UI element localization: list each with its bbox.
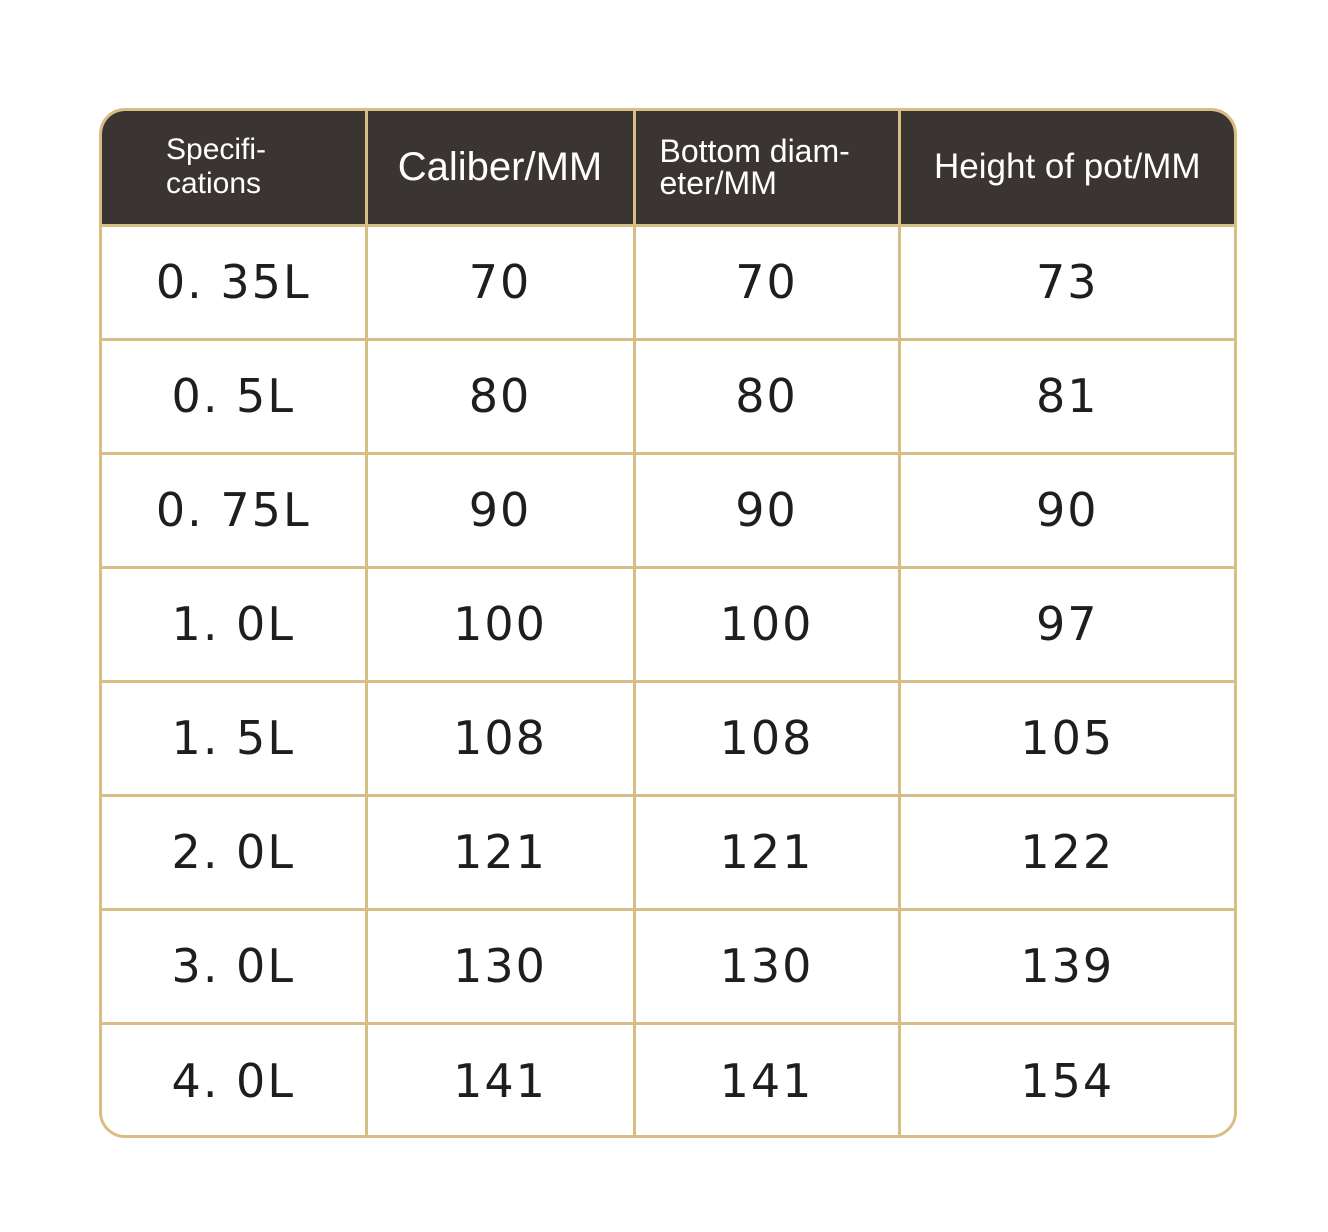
cell-specification: 1. 5L xyxy=(102,679,368,795)
table-row: 0. 35L 70 70 73 xyxy=(102,223,1234,339)
table-row: 2. 0L 121 121 122 xyxy=(102,793,1234,909)
cell-specification: 0. 5L xyxy=(102,337,368,453)
cell-caliber: 80 xyxy=(366,337,636,453)
cell-bottom-diameter: 121 xyxy=(634,793,901,909)
cell-caliber: 90 xyxy=(366,451,636,567)
cell-bottom-diameter: 80 xyxy=(634,337,901,453)
cell-caliber: 121 xyxy=(366,793,636,909)
cell-height: 105 xyxy=(899,679,1234,795)
cell-specification: 0. 35L xyxy=(102,223,368,339)
cell-height: 122 xyxy=(899,793,1234,909)
cell-height: 154 xyxy=(899,1021,1234,1135)
header-bottom-diameter: Bottom diam- eter/MM xyxy=(634,111,901,225)
cell-specification: 3. 0L xyxy=(102,907,368,1023)
table-row: 3. 0L 130 130 139 xyxy=(102,907,1234,1023)
cell-height: 81 xyxy=(899,337,1234,453)
size-specification-table: Specifi- cations Caliber/MM Bottom diam-… xyxy=(102,111,1234,1135)
table-row: 0. 75L 90 90 90 xyxy=(102,451,1234,567)
cell-bottom-diameter: 130 xyxy=(634,907,901,1023)
cell-caliber: 100 xyxy=(366,565,636,681)
header-caliber: Caliber/MM xyxy=(366,111,636,225)
cell-caliber: 108 xyxy=(366,679,636,795)
cell-height: 73 xyxy=(899,223,1234,339)
cell-bottom-diameter: 70 xyxy=(634,223,901,339)
cell-bottom-diameter: 141 xyxy=(634,1021,901,1135)
cell-caliber: 130 xyxy=(366,907,636,1023)
cell-caliber: 70 xyxy=(366,223,636,339)
cell-specification: 2. 0L xyxy=(102,793,368,909)
header-height-of-pot: Height of pot/MM xyxy=(899,111,1234,225)
cell-bottom-diameter: 100 xyxy=(634,565,901,681)
cell-specification: 0. 75L xyxy=(102,451,368,567)
cell-caliber: 141 xyxy=(366,1021,636,1135)
header-row: Specifi- cations Caliber/MM Bottom diam-… xyxy=(102,111,1234,225)
table-row: 4. 0L 141 141 154 xyxy=(102,1021,1234,1135)
cell-bottom-diameter: 90 xyxy=(634,451,901,567)
cell-height: 139 xyxy=(899,907,1234,1023)
table-row: 1. 5L 108 108 105 xyxy=(102,679,1234,795)
table-row: 1. 0L 100 100 97 xyxy=(102,565,1234,681)
spec-table: Specifi- cations Caliber/MM Bottom diam-… xyxy=(99,108,1237,1138)
header-specifications: Specifi- cations xyxy=(102,111,368,225)
cell-height: 90 xyxy=(899,451,1234,567)
cell-specification: 4. 0L xyxy=(102,1021,368,1135)
cell-height: 97 xyxy=(899,565,1234,681)
table-row: 0. 5L 80 80 81 xyxy=(102,337,1234,453)
cell-bottom-diameter: 108 xyxy=(634,679,901,795)
cell-specification: 1. 0L xyxy=(102,565,368,681)
